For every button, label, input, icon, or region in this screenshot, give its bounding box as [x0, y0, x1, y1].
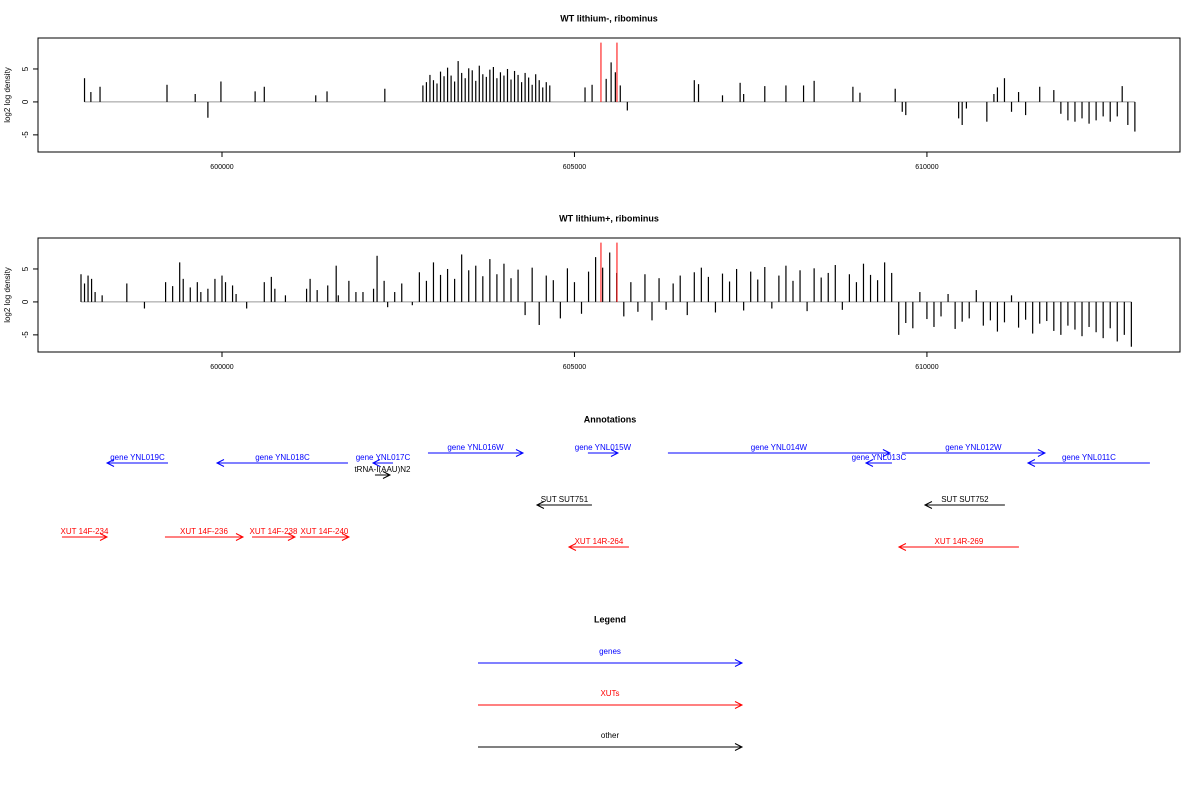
legend-arrow [478, 659, 744, 667]
feature-arrow [105, 459, 168, 467]
arrow-head [734, 701, 744, 709]
y-tick-label: 5 [21, 66, 30, 71]
feature-arrow [299, 533, 351, 541]
arrow-head [235, 533, 245, 541]
arrow-head [734, 743, 744, 751]
y-tick-label: -5 [21, 131, 30, 139]
feature-label: SUT SUT751 [541, 495, 589, 504]
feature-arrow [215, 459, 348, 467]
feature-label: gene YNL015W [575, 443, 632, 452]
feature-label: XUT 14F-234 [61, 527, 109, 536]
legend-label: XUTs [600, 689, 619, 698]
arrow-head [882, 449, 892, 457]
feature-arrow [587, 449, 620, 457]
feature-label: gene YNL019C [110, 453, 165, 462]
arrow-head [535, 501, 545, 509]
arrow-head [287, 533, 297, 541]
feature-arrow [864, 459, 892, 467]
feature-label: XUT 14F-238 [250, 527, 298, 536]
feature-label: gene YNL018C [255, 453, 310, 462]
y-axis-label: log2 log density [3, 67, 12, 123]
feature-arrow [897, 543, 1019, 551]
feature-label: XUT 14F-240 [301, 527, 349, 536]
feature-label: XUT 14R-264 [575, 537, 624, 546]
feature-label: gene YNL017C [356, 453, 411, 462]
arrow-head [897, 543, 907, 551]
feature-label: gene YNL014W [751, 443, 808, 452]
plot-box [37, 37, 1181, 153]
feature-label: gene YNL012W [945, 443, 1002, 452]
arrow-head [341, 533, 351, 541]
chart-title: WT lithium+, ribominus [559, 213, 659, 223]
arrow-head [610, 449, 620, 457]
x-tick-label: 605000 [563, 164, 586, 171]
feature-arrow [164, 533, 245, 541]
arrow-head [923, 501, 933, 509]
y-tick-label: -5 [21, 331, 30, 339]
legend-title: Legend [594, 614, 626, 624]
arrow-head [99, 533, 109, 541]
feature-arrow [371, 459, 394, 467]
feature-arrow [667, 449, 892, 457]
feature-label: XUT 14F-236 [180, 527, 228, 536]
legend-arrow [478, 701, 744, 709]
arrow-head [215, 459, 225, 467]
feature-arrow [374, 471, 392, 479]
feature-label: gene YNL011C [1062, 453, 1116, 462]
feature-label: gene YNL013C [852, 453, 907, 462]
feature-arrow [901, 449, 1047, 457]
arrow-head [371, 459, 381, 467]
feature-label: XUT 14R-269 [935, 537, 984, 546]
arrow-head [1037, 449, 1047, 457]
feature-arrow [923, 501, 1005, 509]
feature-label: tRNA-I(AAU)N2 [354, 465, 411, 474]
x-tick-label: 610000 [915, 364, 938, 371]
legend-label: genes [599, 647, 621, 656]
y-axis-label: log2 log density [3, 267, 12, 323]
arrow-head [567, 543, 577, 551]
x-tick-label: 600000 [210, 364, 233, 371]
x-tick-label: 610000 [915, 164, 938, 171]
y-tick-label: 0 [21, 299, 30, 304]
arrow-head [1026, 459, 1036, 467]
annotations-title: Annotations [584, 414, 637, 424]
x-tick-label: 600000 [210, 164, 233, 171]
arrow-head [864, 459, 874, 467]
feature-label: gene YNL016W [447, 443, 504, 452]
arrow-head [734, 659, 744, 667]
arrow-head [105, 459, 115, 467]
arrow-head [382, 471, 392, 479]
feature-arrow [252, 533, 297, 541]
feature-arrow [61, 533, 109, 541]
x-tick-label: 605000 [563, 364, 586, 371]
arrow-head [515, 449, 525, 457]
legend-arrow [478, 743, 744, 751]
plot-box [37, 237, 1181, 353]
legend-label: other [601, 731, 620, 740]
feature-arrow [567, 543, 629, 551]
y-tick-label: 0 [21, 99, 30, 104]
chart-title: WT lithium-, ribominus [560, 13, 658, 23]
feature-arrow [1026, 459, 1150, 467]
feature-label: SUT SUT752 [941, 495, 989, 504]
feature-arrow [427, 449, 525, 457]
feature-arrow [535, 501, 592, 509]
y-tick-label: 5 [21, 266, 30, 271]
